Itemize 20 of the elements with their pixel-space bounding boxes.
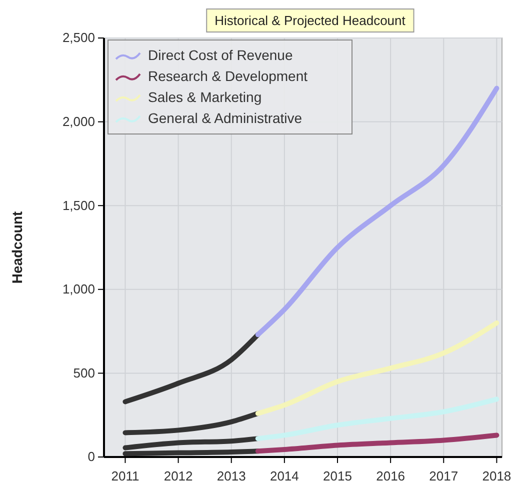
legend-label: Sales & Marketing bbox=[148, 89, 262, 105]
x-tick-label: 2017 bbox=[429, 468, 458, 484]
x-tick-label: 2018 bbox=[482, 468, 512, 484]
y-tick-label: 2,500 bbox=[62, 30, 95, 46]
x-tick-label: 2015 bbox=[323, 468, 352, 484]
legend-label: Research & Development bbox=[148, 68, 308, 84]
legend-label: Direct Cost of Revenue bbox=[148, 47, 293, 63]
y-axis-title: Headcount bbox=[9, 210, 25, 284]
y-tick-label: 1,500 bbox=[62, 198, 95, 213]
x-tick-label: 2016 bbox=[376, 468, 406, 484]
x-tick-label: 2014 bbox=[270, 468, 299, 484]
chart-title: Historical & Projected Headcount bbox=[214, 13, 406, 28]
x-tick-label: 2013 bbox=[216, 468, 246, 484]
legend-label: General & Administrative bbox=[148, 110, 302, 126]
x-tick-label: 2012 bbox=[164, 468, 193, 484]
y-tick-label: 0 bbox=[88, 449, 95, 464]
x-tick-label: 2011 bbox=[111, 468, 140, 484]
y-tick-label: 1,000 bbox=[62, 282, 95, 297]
y-tick-label: 2,000 bbox=[62, 114, 95, 129]
y-tick-label: 500 bbox=[73, 365, 95, 380]
